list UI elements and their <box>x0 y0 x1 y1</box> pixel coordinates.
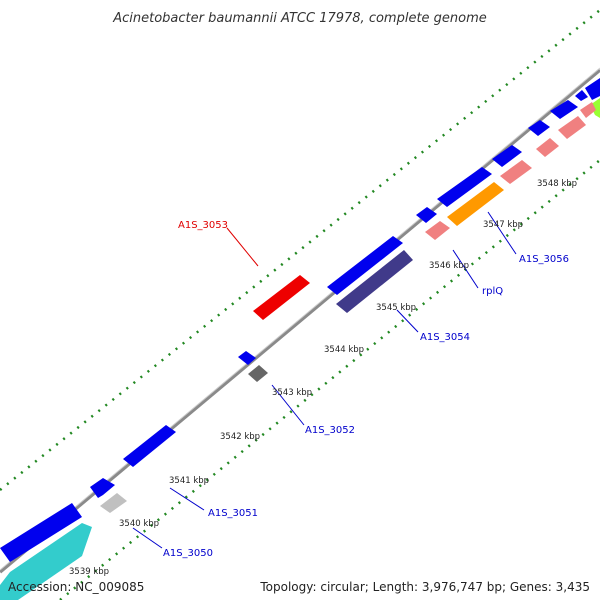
gene-3548-forward[interactable] <box>492 145 522 167</box>
gene-3551-reverse[interactable] <box>580 102 596 118</box>
callout-A1S_3052 <box>271 384 305 426</box>
gene-A1S_3050-forward[interactable] <box>0 503 82 562</box>
tick-label: 3540 kbp <box>119 519 159 529</box>
tick-label: 3548 kbp <box>537 179 577 189</box>
gene-3551-forward[interactable] <box>575 90 588 101</box>
gene-label-A1S_3054: A1S_3054 <box>420 332 470 343</box>
tick-label: 3547 kbp <box>483 220 523 230</box>
tick-label: 3541 kbp <box>169 476 209 486</box>
gene-A1S_3053[interactable] <box>253 275 310 320</box>
callout-A1S_3053 <box>226 227 259 267</box>
gene-A1S_3051[interactable] <box>90 478 115 498</box>
gene-rplQ[interactable] <box>425 221 450 240</box>
tick-label: 3543 kbp <box>272 388 312 398</box>
gene-3549-reverse[interactable] <box>536 138 559 157</box>
gene-3547-forward[interactable] <box>437 167 492 207</box>
callout-rplQ <box>452 249 479 289</box>
gene-label-rplQ: rplQ <box>482 286 503 297</box>
gene-A1S_3054[interactable] <box>336 250 413 313</box>
map-title: Acinetobacter baumannii ATCC 17978, comp… <box>112 11 487 26</box>
gene-A1S_3056[interactable] <box>447 182 504 226</box>
gene-label-A1S_3056: A1S_3056 <box>519 254 569 265</box>
callout-A1S_3056 <box>487 211 517 255</box>
tick-label: 3539 kbp <box>69 567 109 577</box>
gene-3552-forward[interactable] <box>585 78 600 100</box>
genome-backbone-highlight <box>0 67 600 571</box>
tick-label: 3546 kbp <box>429 261 469 271</box>
callout-A1S_3051 <box>169 487 205 511</box>
gene-A1S_3050[interactable] <box>0 523 92 600</box>
gene-A1S_3051-reverse[interactable] <box>100 493 127 513</box>
gene-label-A1S_3050: A1S_3050 <box>163 548 213 559</box>
gene-A1S_3052-reverse[interactable] <box>248 365 268 382</box>
tick-label: 3542 kbp <box>220 432 260 442</box>
callout-lines <box>132 211 517 549</box>
tick-label: 3545 kbp <box>376 303 416 313</box>
callout-A1S_3050 <box>132 527 163 549</box>
gene-label-A1S_3052: A1S_3052 <box>305 425 355 436</box>
gene-A1S_3052-forward[interactable] <box>123 425 176 467</box>
gene-rplQ-forward[interactable] <box>416 207 437 223</box>
accession-text: Accession: NC_009085 <box>8 580 145 594</box>
genome-summary-text: Topology: circular; Length: 3,976,747 bp… <box>260 580 590 594</box>
gene-features <box>0 78 600 562</box>
callout-A1S_3054 <box>396 309 419 333</box>
genome-backbone <box>0 68 600 574</box>
tick-label: 3544 kbp <box>324 345 364 355</box>
gene-features-reverse <box>0 102 596 600</box>
gene-label-A1S_3051: A1S_3051 <box>208 508 258 519</box>
gene-3550-reverse[interactable] <box>558 116 586 139</box>
gene-label-A1S_3053: A1S_3053 <box>178 220 228 231</box>
gene-A1S_3054-forward[interactable] <box>327 236 403 295</box>
gene-3549-forward[interactable] <box>528 120 550 136</box>
gene-3548-reverse[interactable] <box>500 160 532 184</box>
outer-dotted-track <box>0 9 600 491</box>
gene-A1S_3052[interactable] <box>238 351 256 365</box>
gene-3550-forward[interactable] <box>550 100 578 119</box>
